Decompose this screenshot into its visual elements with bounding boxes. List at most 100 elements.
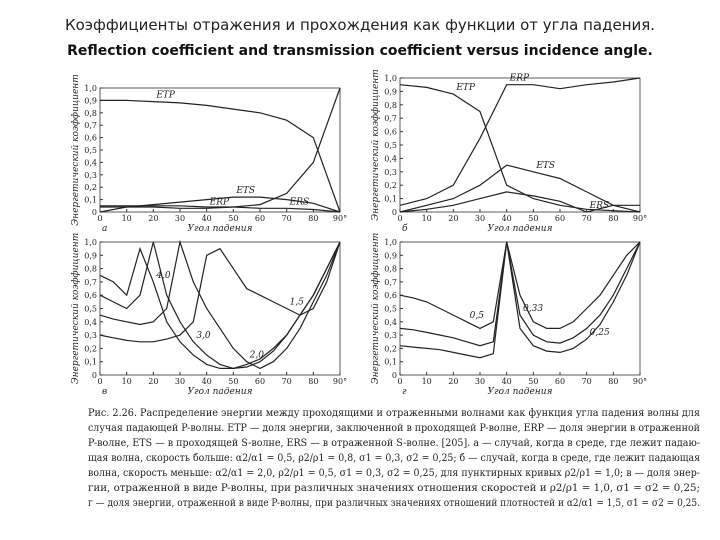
x-tick-label: 60 (555, 377, 565, 386)
x-tick-label: 80 (608, 214, 618, 223)
y-tick-label: 0,6 (84, 134, 97, 143)
y-tick-label: 0,1 (84, 196, 97, 205)
x-tick-label: 40 (202, 214, 212, 223)
x-tick-label: 60 (555, 214, 565, 223)
x-tick-label: 80 (608, 377, 618, 386)
y-tick-label: 0,3 (384, 331, 397, 340)
caption-line: P-волне, ETS — в проходящей S-волне, ERS… (88, 437, 700, 449)
series-label: ETS (235, 186, 255, 196)
y-tick-label: 0,9 (84, 251, 97, 260)
caption-line: случая падающей P-волны. ETP — доля энер… (88, 422, 700, 434)
series-line (100, 205, 341, 213)
x-tick-label: 90° (333, 214, 347, 223)
x-tick-label: 70 (282, 377, 292, 386)
x-tick-label: 70 (582, 377, 592, 386)
x-axis-label: Угол падения (488, 387, 553, 397)
x-tick-label: 10 (422, 377, 432, 386)
y-tick-label: 0,4 (384, 154, 397, 163)
x-tick-label: 30 (175, 377, 185, 386)
series-label: ETS (535, 161, 555, 171)
y-tick-label: 0,3 (84, 171, 97, 180)
panel-letter: а (102, 224, 107, 234)
x-tick-label: 10 (422, 214, 432, 223)
y-tick-label: 0,5 (384, 305, 397, 314)
y-tick-label: 1,0 (84, 238, 97, 247)
x-tick-label: 40 (502, 377, 512, 386)
panel-letter: г (402, 387, 407, 397)
y-tick-label: 0,2 (384, 181, 397, 190)
y-tick-label: 0,8 (84, 109, 97, 118)
plot-frame (99, 87, 341, 213)
y-tick-label: 0,7 (84, 278, 97, 287)
y-tick-label: 0,1 (384, 195, 397, 204)
y-tick-label: 1,0 (384, 74, 397, 83)
y-axis-label: Энергетический коэффициент (71, 233, 81, 384)
series-line (100, 87, 341, 209)
y-tick-label: 0,9 (384, 87, 397, 96)
x-tick-label: 60 (255, 214, 265, 223)
x-tick-label: 20 (448, 214, 458, 223)
y-axis-label: Энергетический коэффициент (371, 233, 381, 384)
series-label: 0,33 (523, 304, 543, 314)
y-tick-label: 0,7 (84, 121, 97, 130)
x-tick-label: 80 (308, 377, 318, 386)
x-tick-label: 90° (633, 377, 647, 386)
x-tick-label: 50 (528, 377, 538, 386)
y-tick-label: 0,3 (84, 331, 97, 340)
y-tick-label: 0,7 (384, 114, 397, 123)
y-tick-label: 0,3 (384, 168, 397, 177)
series-line (399, 164, 641, 213)
series-label: ERS (289, 197, 310, 207)
x-tick-label: 50 (228, 377, 238, 386)
series-line (399, 191, 640, 213)
x-tick-label: 40 (502, 214, 512, 223)
y-tick-label: 0,7 (384, 278, 397, 287)
panel-letter: б (402, 223, 408, 234)
series-line (99, 239, 341, 370)
series-line (99, 241, 341, 343)
x-tick-label: 0 (397, 214, 402, 223)
series-line (399, 84, 641, 213)
x-tick-label: 60 (255, 377, 265, 386)
x-axis-label: Угол падения (488, 224, 553, 234)
y-tick-label: 0,4 (84, 158, 97, 167)
x-tick-label: 0 (397, 377, 402, 386)
y-tick-label: 0,6 (84, 291, 97, 300)
y-tick-label: 0 (392, 371, 397, 380)
x-tick-label: 70 (282, 214, 292, 223)
x-tick-label: 10 (122, 214, 132, 223)
y-axis-label: Энергетический коэффициент (371, 69, 381, 220)
series-line (399, 241, 641, 347)
y-tick-label: 0,5 (84, 305, 97, 314)
caption-line: Рис. 2.26. Распределение энергии между п… (88, 407, 700, 419)
y-tick-label: 0,9 (384, 251, 397, 260)
x-tick-label: 20 (148, 377, 158, 386)
panel-letter: в (102, 387, 107, 397)
series-label: ERP (509, 74, 530, 84)
y-tick-label: 0,8 (384, 265, 397, 274)
caption-line: гии, отраженной в виде P-волны, при разл… (88, 482, 700, 494)
x-tick-label: 80 (308, 214, 318, 223)
x-tick-label: 30 (475, 377, 485, 386)
y-tick-label: 0,8 (84, 265, 97, 274)
x-tick-label: 50 (528, 214, 538, 223)
y-tick-label: 0 (92, 371, 97, 380)
series-line (399, 241, 641, 359)
y-tick-label: 0,8 (384, 101, 397, 110)
series-label: ERS (589, 201, 610, 211)
series-label: ERP (209, 197, 230, 207)
series-label: 4,0 (155, 271, 171, 281)
series-label: 0,25 (590, 328, 610, 338)
y-tick-label: 0,6 (384, 291, 397, 300)
y-tick-label: 0 (392, 208, 397, 217)
x-tick-label: 70 (582, 214, 592, 223)
y-tick-label: 0,9 (84, 96, 97, 105)
x-tick-label: 20 (448, 377, 458, 386)
x-tick-label: 30 (475, 214, 485, 223)
series-label: 0,5 (470, 311, 485, 321)
series-line (100, 99, 341, 213)
caption-line: г — доля энергии, отраженной в виде P-во… (88, 497, 700, 509)
caption-line: волна, скорость меньше: α2/α1 = 2,0, ρ2/… (88, 467, 700, 479)
y-tick-label: 0,2 (384, 344, 397, 353)
